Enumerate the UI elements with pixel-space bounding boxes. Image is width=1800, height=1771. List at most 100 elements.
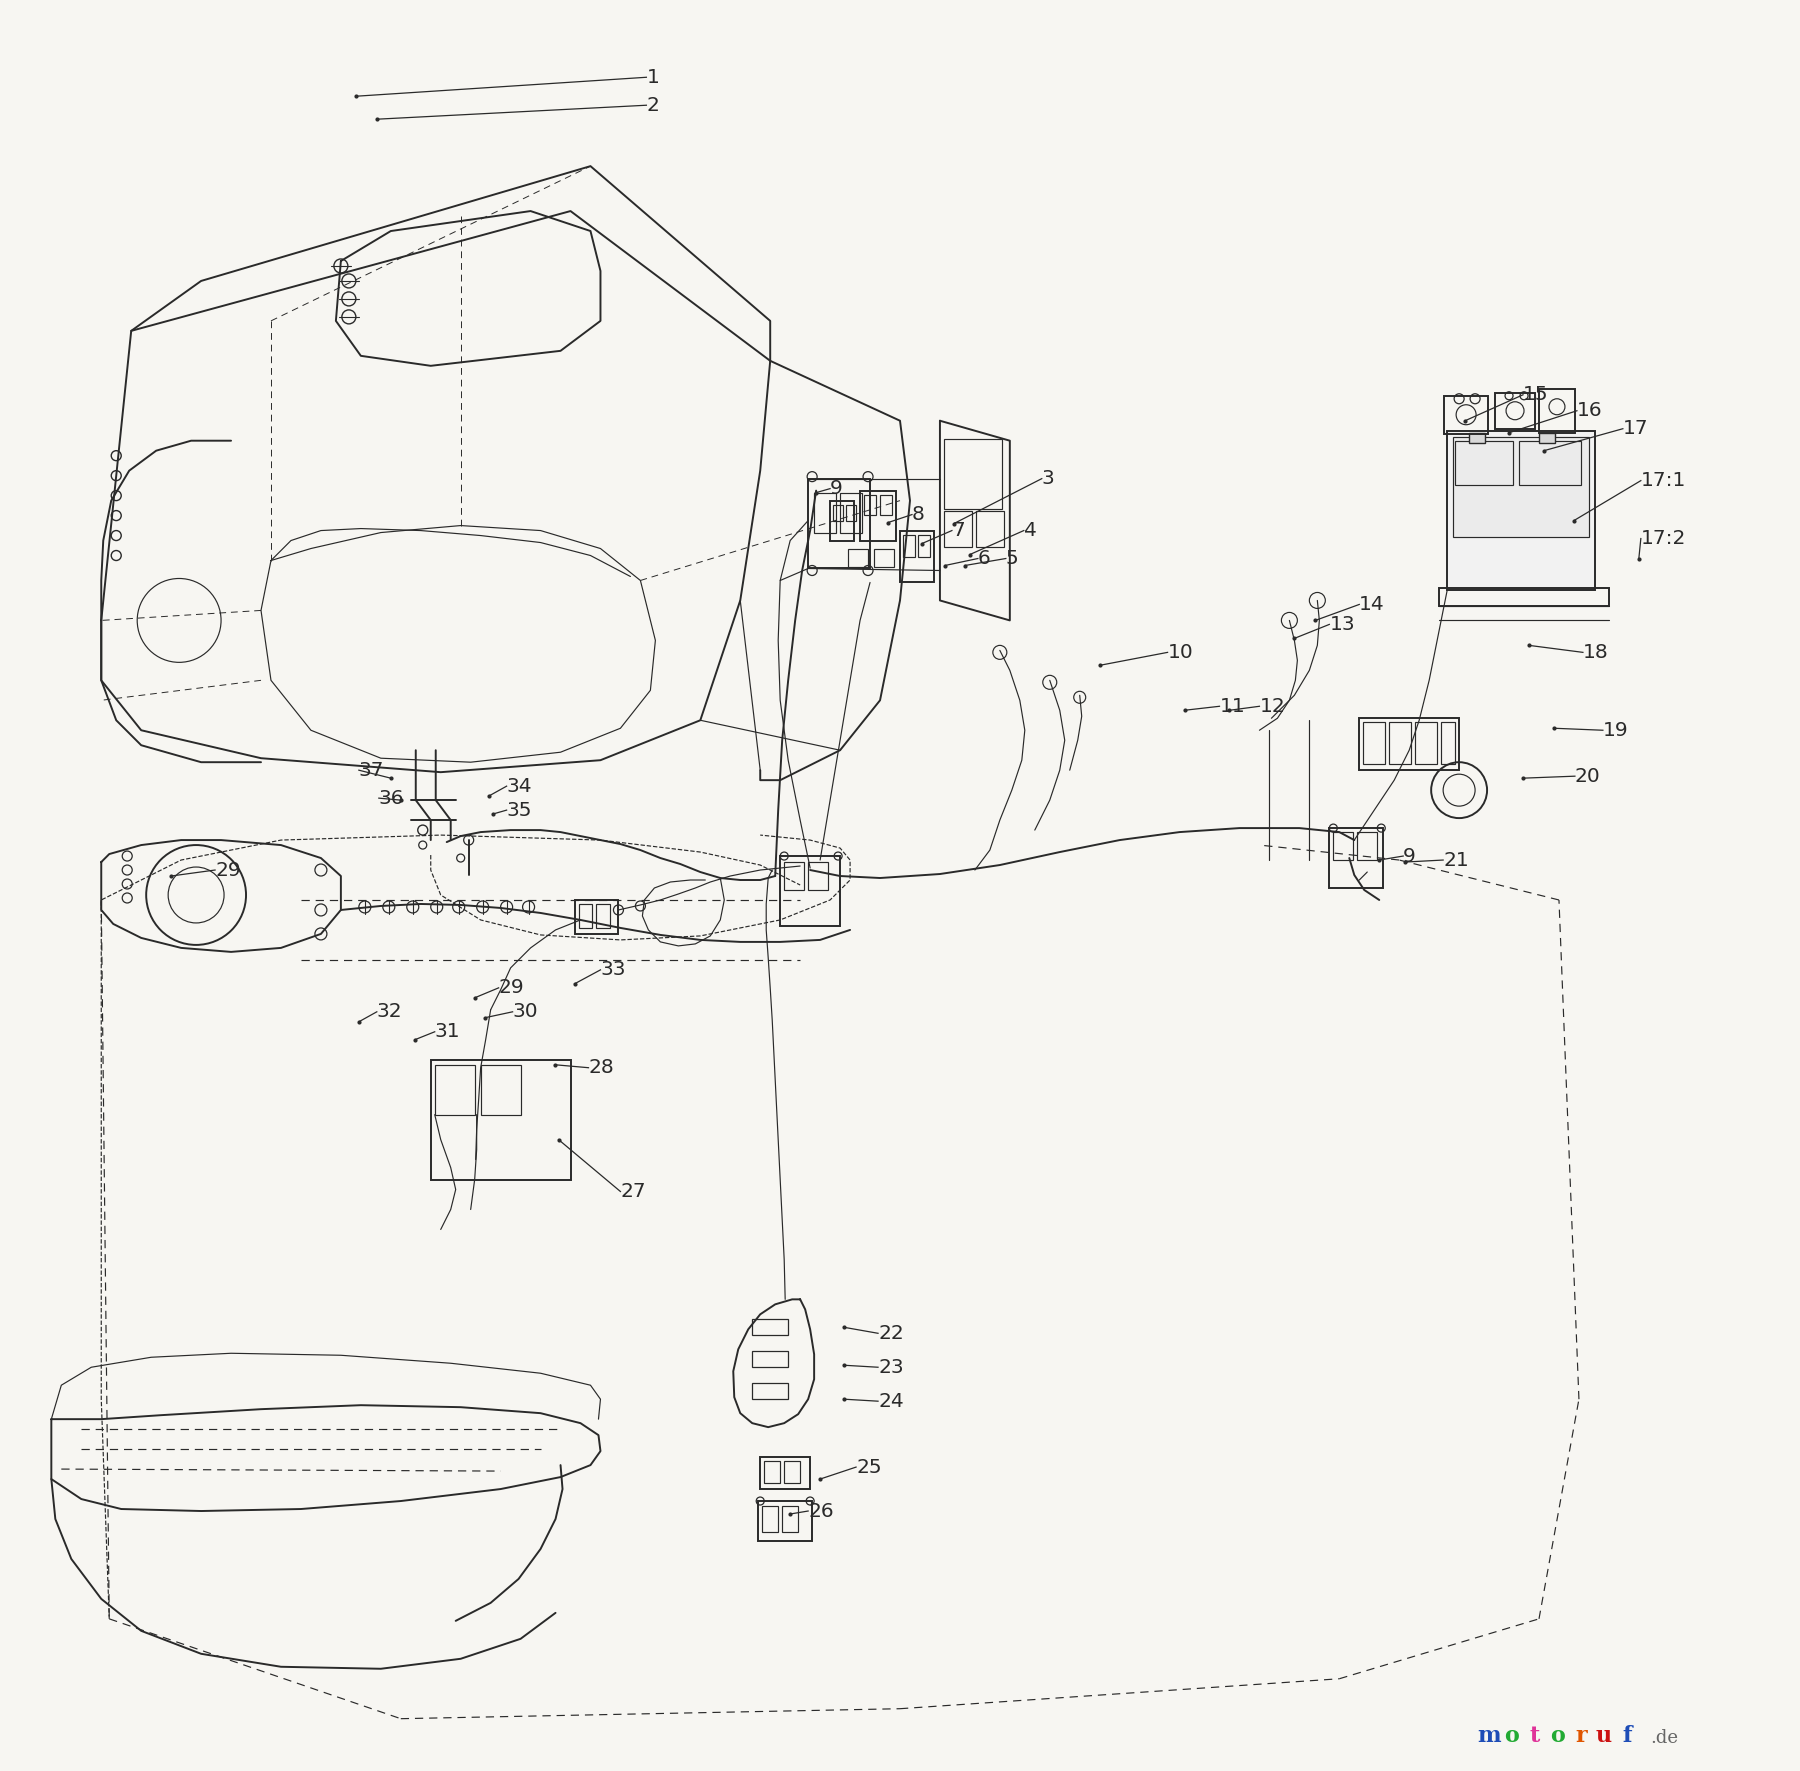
Text: o: o xyxy=(1505,1725,1519,1746)
Bar xyxy=(752,1351,788,1367)
Text: 34: 34 xyxy=(506,777,533,795)
Bar xyxy=(1330,829,1382,887)
Bar xyxy=(1357,832,1377,861)
Text: 8: 8 xyxy=(913,505,925,524)
Text: 17:1: 17:1 xyxy=(1642,471,1687,491)
Bar xyxy=(848,549,868,567)
Text: t: t xyxy=(1530,1725,1541,1746)
Bar xyxy=(752,1383,788,1399)
Text: 17:2: 17:2 xyxy=(1642,530,1687,547)
Text: 9: 9 xyxy=(830,480,842,498)
Text: 18: 18 xyxy=(1582,643,1609,662)
Bar xyxy=(760,1458,810,1489)
Bar xyxy=(481,1064,520,1114)
Text: 23: 23 xyxy=(878,1358,904,1376)
Text: 2: 2 xyxy=(646,96,659,115)
Bar xyxy=(752,1319,788,1335)
Text: 35: 35 xyxy=(506,800,533,820)
Bar xyxy=(814,492,837,533)
Bar xyxy=(808,862,828,891)
Text: 11: 11 xyxy=(1219,696,1246,715)
Bar xyxy=(900,531,934,583)
Bar xyxy=(758,1502,812,1541)
Text: 32: 32 xyxy=(376,1002,403,1022)
Bar xyxy=(830,501,853,540)
Text: 4: 4 xyxy=(1024,521,1037,540)
Bar xyxy=(846,505,857,521)
Text: 36: 36 xyxy=(378,788,405,808)
Text: 10: 10 xyxy=(1168,643,1193,662)
Bar xyxy=(1469,432,1485,443)
Text: 24: 24 xyxy=(878,1392,904,1411)
Bar xyxy=(833,505,842,521)
Bar xyxy=(1454,441,1514,485)
Text: o: o xyxy=(1550,1725,1566,1746)
Text: .de: .de xyxy=(1651,1728,1678,1746)
Text: 31: 31 xyxy=(436,1022,461,1041)
Text: 6: 6 xyxy=(977,549,990,568)
Text: 33: 33 xyxy=(601,960,626,979)
Bar xyxy=(761,1505,778,1532)
Bar xyxy=(1496,393,1535,429)
Bar xyxy=(1415,723,1436,765)
Text: 17: 17 xyxy=(1624,420,1649,437)
Bar xyxy=(574,900,619,933)
Bar xyxy=(943,510,972,547)
Text: m: m xyxy=(1478,1725,1501,1746)
Bar xyxy=(808,478,869,568)
Bar xyxy=(1390,723,1411,765)
Text: 14: 14 xyxy=(1359,595,1384,615)
Bar xyxy=(779,855,841,926)
Text: 21: 21 xyxy=(1444,850,1469,870)
Bar xyxy=(430,1059,571,1179)
Text: 29: 29 xyxy=(499,978,524,997)
Bar xyxy=(943,439,1003,508)
Text: 30: 30 xyxy=(513,1002,538,1022)
Bar xyxy=(1539,390,1575,432)
Text: 28: 28 xyxy=(589,1059,614,1077)
Bar xyxy=(1442,723,1454,765)
Text: 29: 29 xyxy=(214,861,241,880)
Text: 9: 9 xyxy=(1404,847,1417,866)
Bar xyxy=(765,1461,779,1482)
Bar xyxy=(976,510,1004,547)
Bar xyxy=(1363,723,1386,765)
Bar xyxy=(860,491,896,540)
Text: 26: 26 xyxy=(808,1502,833,1521)
Bar xyxy=(880,494,893,515)
Text: 16: 16 xyxy=(1577,402,1602,420)
Bar xyxy=(783,1505,797,1532)
Bar xyxy=(1444,395,1489,434)
Bar xyxy=(1453,437,1589,537)
Bar xyxy=(1447,430,1595,590)
Bar xyxy=(864,494,877,515)
Text: 25: 25 xyxy=(857,1458,882,1477)
Text: 1: 1 xyxy=(646,67,659,87)
Bar xyxy=(875,549,895,567)
Bar xyxy=(1519,441,1580,485)
Text: 19: 19 xyxy=(1602,721,1629,740)
Bar xyxy=(596,903,610,928)
Bar xyxy=(1359,719,1460,770)
Text: 22: 22 xyxy=(878,1323,904,1342)
Text: 12: 12 xyxy=(1260,696,1285,715)
Bar xyxy=(904,535,914,556)
Bar xyxy=(1334,832,1354,861)
Text: 3: 3 xyxy=(1042,469,1055,489)
Text: 5: 5 xyxy=(1006,549,1019,568)
Bar xyxy=(578,903,592,928)
Text: 15: 15 xyxy=(1523,386,1548,404)
Text: 13: 13 xyxy=(1330,615,1355,634)
Bar xyxy=(785,1461,801,1482)
Bar xyxy=(436,1064,475,1114)
Text: 37: 37 xyxy=(358,762,385,779)
Text: u: u xyxy=(1597,1725,1613,1746)
Bar xyxy=(1440,588,1609,606)
Text: r: r xyxy=(1575,1725,1588,1746)
Bar xyxy=(1539,432,1555,443)
Bar xyxy=(841,492,862,533)
Text: f: f xyxy=(1622,1725,1631,1746)
Text: 20: 20 xyxy=(1575,767,1600,786)
Text: 7: 7 xyxy=(952,521,965,540)
Text: 27: 27 xyxy=(621,1181,646,1201)
